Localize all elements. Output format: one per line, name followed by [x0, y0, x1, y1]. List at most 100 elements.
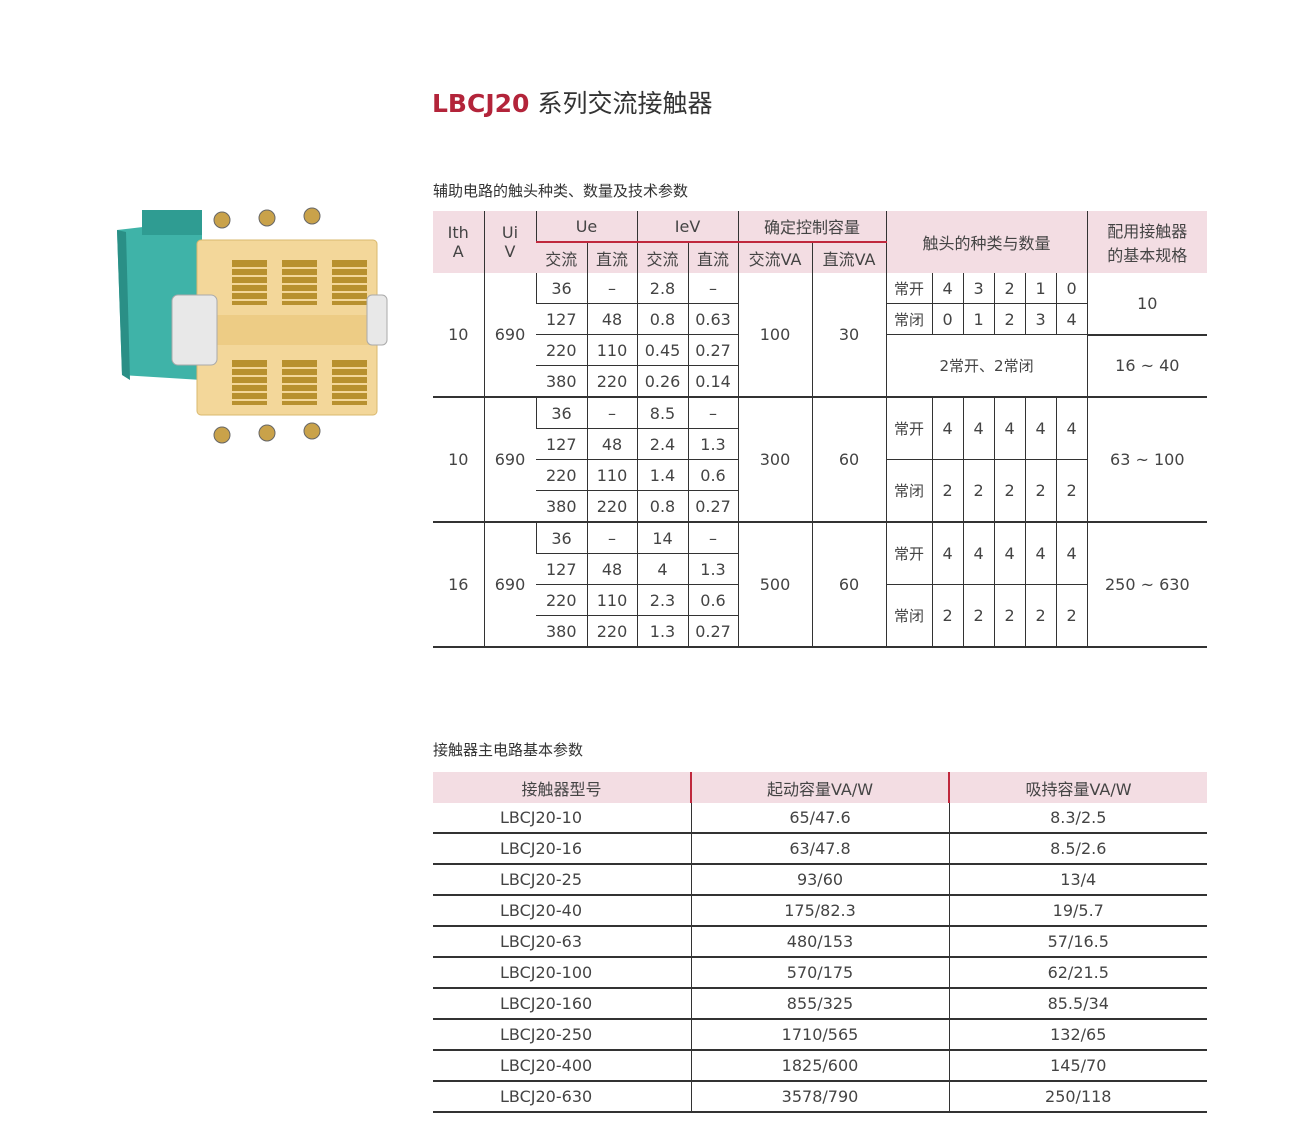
contact-count-cell: 4	[1055, 397, 1088, 460]
table-row: LBCJ20-63 480/153 57/16.5	[433, 925, 1207, 957]
starting-capacity-cell: 65/47.6	[690, 803, 949, 833]
ue-dc-cell: 110	[586, 584, 637, 616]
header-ue: Ue	[535, 211, 637, 242]
starting-capacity-cell: 175/82.3	[690, 894, 949, 926]
ue-ac-cell: 380	[536, 615, 587, 648]
contact-count-cell: 1	[1024, 273, 1057, 304]
table-row: LBCJ20-630 3578/790 250/118	[433, 1080, 1207, 1113]
spec-cell: 10	[1086, 273, 1208, 336]
dc-va-cell: 60	[811, 522, 887, 648]
ue-dc-cell: 48	[586, 303, 637, 335]
iev-dc-cell: 0.27	[687, 334, 739, 366]
iev-ac-cell: 4	[636, 553, 688, 585]
iev-ac-cell: 1.3	[636, 615, 688, 648]
contact-count-cell: 4	[962, 522, 995, 585]
ith-cell: 16	[433, 522, 484, 648]
ue-dc-cell: 48	[586, 553, 637, 585]
iev-dc-cell: 0.6	[687, 584, 739, 616]
iev-dc-cell: 0.27	[687, 615, 739, 648]
iev-ac-cell: 1.4	[636, 459, 688, 491]
contact-count-cell: 2	[962, 459, 995, 523]
iev-ac-cell: 2.8	[636, 273, 688, 304]
holding-capacity-cell: 13/4	[948, 863, 1207, 895]
iev-ac-cell: 0.8	[636, 303, 688, 335]
table-row: 380 220 0.26 0.14	[433, 365, 1207, 398]
header-dc-va: 直流VA	[811, 241, 887, 273]
header-ith: Ith A	[433, 211, 484, 273]
model-cell: LBCJ20-100	[433, 956, 691, 988]
starting-capacity-cell: 1825/600	[690, 1049, 949, 1081]
ui-cell: 690	[483, 397, 536, 523]
table-row: LBCJ20-250 1710/565 132/65	[433, 1018, 1207, 1050]
contact-count-cell: 4	[962, 397, 995, 460]
spec-cell: 16 ~ 40	[1086, 334, 1208, 398]
contact-count-cell: 4	[931, 522, 964, 585]
contact-count-cell: 0	[931, 303, 964, 335]
spec-cell: 250 ~ 630	[1086, 522, 1208, 648]
normally-open-label: 常开	[885, 397, 933, 460]
starting-capacity-cell: 570/175	[690, 956, 949, 988]
contact-count-cell: 2	[1024, 584, 1057, 648]
iev-dc-cell: –	[687, 273, 739, 304]
ac-va-cell: 100	[737, 273, 813, 398]
ue-dc-cell: 110	[586, 334, 637, 366]
model-cell: LBCJ20-400	[433, 1049, 691, 1081]
holding-capacity-cell: 8.3/2.5	[948, 803, 1207, 833]
table-row: 220 110 1.4 0.6 常闭 2 2 2 2 2	[433, 459, 1207, 523]
iev-dc-cell: 0.14	[687, 365, 739, 398]
contact-count-cell: 0	[1055, 273, 1088, 304]
ue-ac-cell: 127	[536, 553, 587, 585]
iev-ac-cell: 14	[636, 522, 688, 554]
iev-ac-cell: 0.8	[636, 490, 688, 523]
starting-capacity-header: 起动容量VA/W	[690, 772, 949, 803]
iev-dc-cell: 0.27	[687, 490, 739, 523]
holding-capacity-cell: 132/65	[948, 1018, 1207, 1050]
header-iev: IeV	[636, 211, 739, 242]
ue-ac-cell: 127	[536, 303, 587, 335]
header-contacts: 触头的种类与数量	[885, 211, 1088, 273]
table-row: LBCJ20-100 570/175 62/21.5	[433, 956, 1207, 988]
holding-capacity-cell: 145/70	[948, 1049, 1207, 1081]
contact-count-cell: 2	[1055, 584, 1088, 648]
ue-dc-cell: 220	[586, 490, 637, 523]
ue-dc-cell: –	[586, 397, 637, 429]
contact-count-cell: 2	[993, 584, 1026, 648]
iev-ac-cell: 8.5	[636, 397, 688, 429]
starting-capacity-cell: 93/60	[690, 863, 949, 895]
contact-count-cell: 2	[931, 459, 964, 523]
ue-dc-cell: 220	[586, 615, 637, 648]
ue-ac-cell: 380	[536, 490, 587, 523]
contact-count-cell: 2	[993, 459, 1026, 523]
aux-circuit-table: Ith A Ui V Ue IeV 确定控制容量 触头的种类与数量 配用接触器的基本…	[433, 211, 1208, 648]
model-cell: LBCJ20-40	[433, 894, 691, 926]
contactor-product-image	[117, 207, 388, 444]
model-cell: LBCJ20-10	[500, 808, 582, 827]
starting-capacity-cell: 480/153	[690, 925, 949, 957]
normally-closed-label: 常闭	[885, 459, 933, 523]
dc-va-cell: 60	[811, 397, 887, 523]
contact-count-cell: 4	[931, 273, 964, 304]
contact-count-cell: 2	[993, 303, 1026, 335]
contact-count-cell: 2	[1055, 459, 1088, 523]
ith-cell: 10	[433, 397, 484, 523]
model-cell: LBCJ20-16	[433, 832, 691, 864]
iev-ac-cell: 0.26	[636, 365, 688, 398]
ue-dc-cell: –	[586, 273, 637, 304]
header-iev-ac: 交流	[636, 241, 688, 273]
holding-capacity-header: 吸持容量VA/W	[948, 772, 1207, 803]
normally-open-label: 常开	[885, 522, 933, 585]
table-row: 10 690 36–2.8–100 30 常开 4 3 2 1 0 10	[433, 273, 1208, 398]
table-row: 10 690 36–8.5–300 60 常开 4 4 4 4 4 63 ~ 100	[433, 397, 1208, 523]
holding-capacity-cell: 57/16.5	[948, 925, 1207, 957]
model-cell: LBCJ20-25	[433, 863, 691, 895]
ue-ac-cell: 36	[535, 522, 587, 554]
contact-count-cell: 1	[962, 303, 995, 335]
header-ac-va: 交流VA	[737, 241, 813, 273]
ui-cell: 690	[483, 522, 536, 648]
contact-count-cell: 2	[962, 584, 995, 648]
iev-dc-cell: 0.63	[687, 303, 739, 335]
table-row: LBCJ20-10 65/47.6 8.3/2.5	[433, 803, 1207, 833]
ue-dc-cell: 48	[586, 428, 637, 460]
header-control-capacity: 确定控制容量	[737, 211, 887, 242]
contact-count-cell: 4	[993, 522, 1026, 585]
